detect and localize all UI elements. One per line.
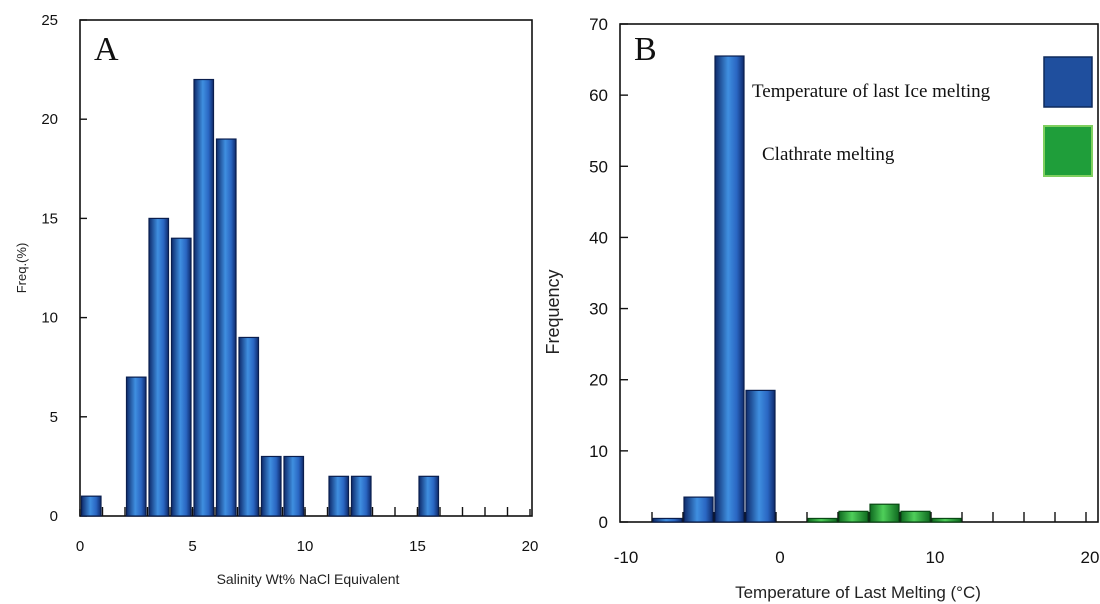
panel-b-x-tick-label: 10 xyxy=(926,548,945,567)
panel-b-x-tick-label: 20 xyxy=(1081,548,1100,567)
panel-b-y-tick-label: 10 xyxy=(589,442,608,461)
panel-a-x-axis-title: Salinity Wt% NaCl Equivalent xyxy=(217,571,400,587)
panel-b: B 0 10 20 30 40 50 60 70 -10 0 10 20 Temperature o… xyxy=(543,15,1099,602)
panel-a-bar xyxy=(125,376,147,517)
panel-a-bar xyxy=(418,475,440,517)
panel-b-y-tick-label: 0 xyxy=(599,513,608,532)
panel-a-bar xyxy=(350,475,372,517)
panel-a-y-tick-label: 20 xyxy=(41,111,58,128)
panel-a-bar xyxy=(238,336,260,517)
legend-label-clathrate: Clathrate melting xyxy=(762,144,895,165)
panel-a-x-tick-label: 0 xyxy=(76,538,84,555)
panel-a-x-tick-label: 20 xyxy=(522,538,539,555)
panel-a-y-tick-label: 15 xyxy=(41,210,58,227)
panel-a-bar xyxy=(215,138,237,517)
panel-a-bar xyxy=(328,475,350,517)
panel-b-y-tick-label: 20 xyxy=(589,371,608,390)
panel-a-x-tick-label: 5 xyxy=(188,538,196,555)
panel-a-y-axis: 0 5 10 15 20 25 xyxy=(41,12,87,525)
panel-a-bar xyxy=(148,217,170,517)
panel-b-y-axis-title: Frequency xyxy=(543,269,563,354)
panel-b-y-axis: 0 10 20 30 40 50 60 70 xyxy=(589,15,628,532)
panel-b-y-tick-label: 50 xyxy=(589,157,608,176)
panel-b-letter: B xyxy=(634,31,657,68)
panel-b-legend: Temperature of last Ice melting Clathrat… xyxy=(752,56,1093,177)
panel-a-bars xyxy=(80,78,440,517)
panel-b-x-tick-label: -10 xyxy=(614,548,639,567)
panel-a-y-axis-title: Freq.(%) xyxy=(14,243,29,294)
panel-b-bar-clathrate xyxy=(838,510,869,523)
panel-b-bar-clathrate xyxy=(869,503,900,523)
panel-b-y-tick-label: 60 xyxy=(589,86,608,105)
panel-a-frame xyxy=(79,19,533,517)
panel-a-bar xyxy=(283,455,305,517)
panel-a-x-tick-label: 10 xyxy=(297,538,314,555)
panel-b-bar-clathrate xyxy=(807,517,838,523)
panel-a-bar xyxy=(170,237,192,517)
legend-swatch-ice xyxy=(1043,56,1093,108)
panel-b-minor-ticks xyxy=(651,512,1087,522)
panel-a-bar xyxy=(260,455,282,517)
panel-a-y-tick-label: 5 xyxy=(50,409,58,426)
panel-b-y-tick-label: 70 xyxy=(589,15,608,34)
panel-a-minor-ticks xyxy=(101,507,509,516)
panel-a-y-tick-label: 0 xyxy=(50,508,58,525)
panel-a-y-tick-label: 25 xyxy=(41,12,58,29)
panel-a-bar xyxy=(80,495,102,517)
panel-b-bar-ice xyxy=(683,496,714,523)
panel-b-bar-ice xyxy=(714,55,745,523)
panel-a-y-tick-label: 10 xyxy=(41,310,58,327)
panel-b-bar-ice xyxy=(745,389,776,523)
panel-b-x-tick-label: 0 xyxy=(775,548,784,567)
panel-b-x-axis-title: Temperature of Last Melting (°C) xyxy=(735,583,981,602)
legend-swatch-clathrate xyxy=(1043,125,1093,177)
panel-a-letter: A xyxy=(94,31,119,68)
panel-b-x-axis: -10 0 10 20 xyxy=(614,548,1100,567)
legend-label-ice: Temperature of last Ice melting xyxy=(752,81,991,102)
panel-b-bar-ice xyxy=(652,517,683,523)
panel-b-y-tick-label: 30 xyxy=(589,300,608,319)
panel-b-y-tick-label: 40 xyxy=(589,228,608,247)
panel-b-bars xyxy=(652,55,962,523)
panel-b-bar-clathrate xyxy=(900,510,931,523)
panel-a-x-axis: 0 5 10 15 20 xyxy=(76,509,539,555)
panel-b-bar-clathrate xyxy=(931,517,962,523)
panel-a: A 0 5 10 15 20 25 0 5 10 15 20 Salinity Wt% NaCl … xyxy=(14,12,538,587)
panel-a-bar xyxy=(193,78,215,517)
panel-a-x-tick-label: 15 xyxy=(409,538,426,555)
